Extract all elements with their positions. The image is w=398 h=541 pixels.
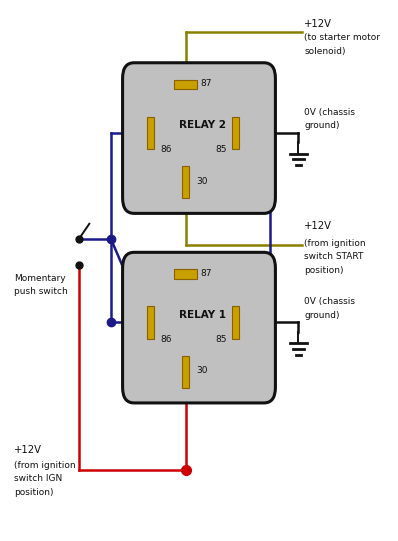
Text: solenoid): solenoid)	[304, 47, 345, 56]
Text: push switch: push switch	[14, 287, 67, 296]
Text: position): position)	[14, 488, 53, 497]
FancyBboxPatch shape	[123, 252, 275, 403]
Bar	[182, 166, 189, 199]
Text: 30: 30	[196, 177, 208, 186]
Text: 85: 85	[215, 145, 227, 154]
Text: +12V: +12V	[304, 19, 332, 29]
Text: +12V: +12V	[304, 221, 332, 231]
Bar	[146, 117, 154, 149]
Text: 86: 86	[161, 334, 172, 344]
Text: 87: 87	[200, 268, 212, 278]
Text: RELAY 1: RELAY 1	[179, 309, 226, 320]
Text: 30: 30	[196, 366, 208, 375]
Text: (from ignition: (from ignition	[304, 239, 366, 248]
Text: switch IGN: switch IGN	[14, 474, 62, 483]
Text: 85: 85	[215, 334, 227, 344]
Text: switch START: switch START	[304, 252, 363, 261]
Text: 0V (chassis: 0V (chassis	[304, 108, 355, 117]
Text: (from ignition: (from ignition	[14, 461, 75, 470]
Text: ground): ground)	[304, 121, 339, 130]
Text: +12V: +12V	[14, 445, 42, 456]
Bar	[174, 269, 197, 279]
Bar	[232, 117, 239, 149]
Text: position): position)	[304, 266, 343, 275]
Bar	[174, 80, 197, 89]
Bar	[182, 355, 189, 388]
Text: RELAY 2: RELAY 2	[179, 120, 226, 130]
Text: ground): ground)	[304, 311, 339, 320]
Text: Momentary: Momentary	[14, 274, 65, 283]
Text: 87: 87	[200, 79, 212, 88]
Text: 86: 86	[161, 145, 172, 154]
Bar	[232, 306, 239, 339]
Text: 0V (chassis: 0V (chassis	[304, 297, 355, 306]
Bar	[146, 306, 154, 339]
Text: (to starter motor: (to starter motor	[304, 34, 380, 42]
FancyBboxPatch shape	[123, 63, 275, 213]
